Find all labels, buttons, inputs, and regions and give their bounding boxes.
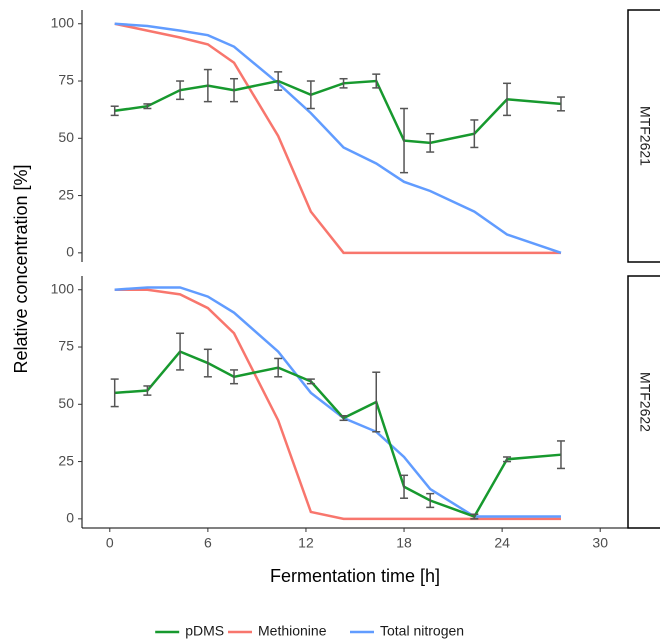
- legend-label: Total nitrogen: [380, 623, 464, 639]
- facet-label: MTF2622: [637, 372, 653, 432]
- error-bar: [143, 103, 152, 110]
- x-axis-label: Fermentation time [h]: [270, 566, 440, 586]
- error-bar: [176, 80, 185, 101]
- error-bar: [274, 357, 283, 378]
- y-tick-label: 100: [51, 14, 75, 30]
- x-tick-label: 24: [494, 535, 510, 551]
- y-tick-label: 50: [58, 129, 74, 145]
- error-bar: [426, 492, 435, 509]
- y-tick-label: 50: [58, 395, 74, 411]
- x-tick-label: 6: [204, 535, 212, 551]
- error-bar: [110, 378, 119, 408]
- error-bar: [503, 82, 512, 117]
- x-tick-label: 0: [106, 535, 114, 551]
- error-bar: [306, 80, 315, 110]
- error-bar: [470, 119, 479, 149]
- y-tick-label: 100: [51, 280, 75, 296]
- error-bar: [556, 96, 565, 112]
- series-line: [114, 350, 562, 519]
- legend-label: Methionine: [258, 623, 327, 639]
- error-bar: [203, 348, 212, 378]
- y-tick-label: 0: [66, 244, 74, 260]
- error-bar: [503, 456, 512, 463]
- error-bar: [176, 332, 185, 371]
- error-bar: [372, 371, 381, 433]
- error-bar: [203, 68, 212, 103]
- error-bar: [339, 77, 348, 89]
- series-line: [114, 288, 561, 521]
- series-line: [114, 286, 561, 518]
- facet-strip: [627, 275, 660, 529]
- y-tick-label: 25: [58, 452, 74, 468]
- x-tick-label: 18: [396, 535, 412, 551]
- x-tick-label: 30: [592, 535, 608, 551]
- facet-label: MTF2621: [637, 106, 653, 166]
- series-line: [114, 79, 562, 145]
- y-tick-label: 75: [58, 338, 74, 354]
- x-tick-label: 12: [298, 535, 314, 551]
- error-bar: [426, 132, 435, 153]
- error-bar: [556, 440, 565, 470]
- error-bar: [470, 513, 479, 520]
- y-tick-label: 75: [58, 72, 74, 88]
- error-bar: [400, 107, 409, 174]
- y-tick-label: 0: [66, 510, 74, 526]
- error-bar: [274, 71, 283, 91]
- error-bar: [339, 414, 348, 422]
- series-line: [114, 22, 561, 255]
- y-axis-label: Relative concentration [%]: [11, 164, 31, 373]
- error-bar: [143, 385, 152, 396]
- series-line: [114, 22, 562, 255]
- y-tick-label: 25: [58, 186, 74, 202]
- legend-label: pDMS: [185, 623, 224, 639]
- error-bar: [230, 369, 239, 385]
- error-bar: [110, 105, 119, 117]
- error-bar: [230, 77, 239, 103]
- error-bar: [306, 378, 315, 385]
- error-bar: [400, 474, 409, 499]
- facet-strip: [627, 9, 660, 263]
- error-bar: [372, 73, 381, 89]
